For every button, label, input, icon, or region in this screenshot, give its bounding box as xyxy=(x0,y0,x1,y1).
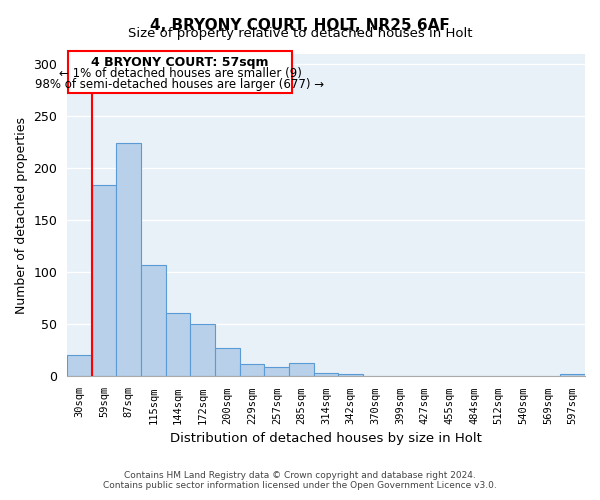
Bar xyxy=(338,374,363,376)
Bar xyxy=(240,364,265,376)
Bar xyxy=(67,354,92,376)
X-axis label: Distribution of detached houses by size in Holt: Distribution of detached houses by size … xyxy=(170,432,482,445)
Bar xyxy=(141,265,166,376)
Bar xyxy=(92,185,116,376)
Bar xyxy=(265,367,289,376)
Text: Contains HM Land Registry data © Crown copyright and database right 2024.
Contai: Contains HM Land Registry data © Crown c… xyxy=(103,470,497,490)
Bar xyxy=(314,374,338,376)
Bar xyxy=(289,363,314,376)
Bar xyxy=(215,348,240,376)
Bar xyxy=(166,313,190,376)
Text: ← 1% of detached houses are smaller (9): ← 1% of detached houses are smaller (9) xyxy=(59,67,301,80)
Bar xyxy=(560,374,585,376)
Bar xyxy=(116,144,141,376)
Text: 98% of semi-detached houses are larger (677) →: 98% of semi-detached houses are larger (… xyxy=(35,78,325,92)
Text: 4 BRYONY COURT: 57sqm: 4 BRYONY COURT: 57sqm xyxy=(91,56,269,68)
FancyBboxPatch shape xyxy=(68,50,292,94)
Y-axis label: Number of detached properties: Number of detached properties xyxy=(15,116,28,314)
Bar xyxy=(190,324,215,376)
Text: 4, BRYONY COURT, HOLT, NR25 6AF: 4, BRYONY COURT, HOLT, NR25 6AF xyxy=(150,18,450,32)
Text: Size of property relative to detached houses in Holt: Size of property relative to detached ho… xyxy=(128,28,472,40)
